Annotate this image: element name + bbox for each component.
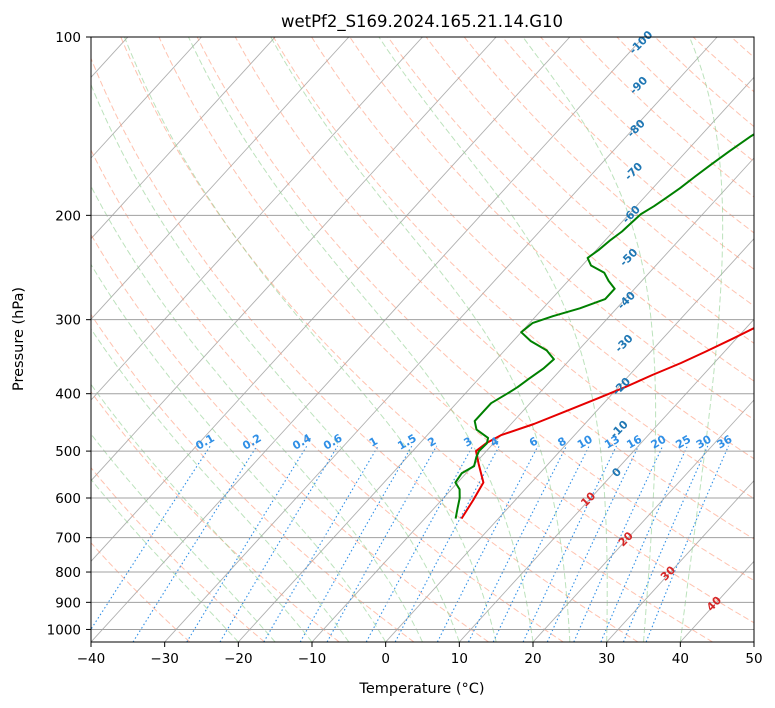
isotherm-line (606, 479, 754, 642)
x-tick-label: −10 (298, 651, 327, 667)
chart-title: wetPf2_S169.2024.165.21.14.G10 (281, 12, 563, 32)
y-tick-label: 400 (55, 387, 81, 403)
isotherm-line (91, 37, 497, 482)
mixing-ratio-line (219, 445, 339, 642)
x-axis-label: Temperature (°C) (358, 681, 484, 697)
moist-adiabat-line (91, 263, 387, 642)
y-tick-label: 200 (55, 208, 81, 224)
x-tick-label: −40 (77, 651, 106, 667)
dry-adiabat-line (349, 37, 754, 421)
dry-adiabat-line (91, 233, 489, 642)
series-layer (454, 133, 754, 520)
y-tick-label: 900 (55, 595, 81, 611)
mixing-ratio-line (522, 445, 617, 642)
y-tick-label: 700 (55, 531, 81, 547)
x-tick-label: 20 (524, 651, 541, 667)
y-tick-label: 300 (55, 313, 81, 329)
moist-adiabat-line (378, 37, 608, 642)
y-tick-label: 500 (55, 444, 81, 460)
mixing-ratio-line (326, 445, 438, 642)
moist-adiabat-line (679, 37, 724, 642)
y-tick-label: 1000 (47, 622, 81, 638)
y-tick-label: 800 (55, 565, 81, 581)
isotherm-line (459, 318, 754, 642)
moist-adiabat-line (91, 433, 276, 642)
x-tick-label: −20 (224, 651, 253, 667)
sounding-series-1 (460, 327, 754, 520)
isobar-grid (91, 37, 754, 630)
isotherm-line (91, 37, 571, 563)
mixing-ratio-line (468, 445, 568, 642)
isotherm-line (164, 37, 718, 642)
dry-adiabat-line (273, 37, 754, 500)
dry-adiabat-line (91, 149, 564, 642)
y-axis: 100 200 300 400 500 600 700 800 900 1000 (47, 30, 91, 638)
isotherm-line (238, 76, 754, 642)
y-tick-label: 600 (55, 491, 81, 507)
y-tick-label: 100 (55, 30, 81, 46)
moist-adiabat-line (91, 327, 350, 642)
x-tick-label: 50 (745, 651, 762, 667)
plot-frame (90, 36, 755, 643)
moist-adiabat-line (270, 37, 571, 642)
mixing-ratio-line (600, 445, 688, 642)
mixing-ratio-line (492, 445, 590, 642)
dry-adiabat-line (234, 37, 754, 540)
moist-adiabat-line (91, 185, 423, 642)
x-tick-label: −30 (150, 651, 179, 667)
moist-adiabat-line (522, 37, 657, 642)
x-tick-label: 0 (381, 651, 390, 667)
sounding-series-2 (454, 133, 754, 519)
x-axis: −40 −30 −20 −10 0 10 20 30 40 50 (77, 642, 763, 667)
dry-adiabat-line (91, 466, 265, 642)
dry-adiabat-line (196, 37, 754, 582)
dry-adiabat-line (91, 57, 639, 642)
mixing-ratio-line (263, 445, 379, 642)
dry-adiabat-line (387, 37, 754, 382)
moist-adiabat-line (91, 83, 460, 642)
x-tick-label: 30 (598, 651, 615, 667)
dry-adiabat-line (463, 37, 754, 307)
mixing-ratio-line (622, 445, 709, 642)
isotherm-line (311, 157, 754, 642)
y-axis-label: Pressure (hPa) (11, 287, 27, 391)
isotherm-line (91, 37, 350, 321)
isotherm-line (532, 399, 754, 642)
x-tick-label: 40 (672, 651, 689, 667)
mixing-ratio-line (186, 445, 308, 642)
mixing-ratio-line (132, 445, 258, 642)
isotherm-line (91, 37, 202, 159)
dry-adiabat-line (91, 313, 415, 642)
isotherm-line (385, 237, 754, 642)
isotherm-line (91, 37, 276, 240)
background-lines (91, 37, 754, 642)
dry-adiabat-line (158, 37, 754, 624)
isotherm-line (91, 37, 423, 401)
x-tick-label: 10 (451, 651, 468, 667)
mixing-ratio-line (436, 445, 539, 642)
mixing-ratio-line (91, 445, 211, 631)
